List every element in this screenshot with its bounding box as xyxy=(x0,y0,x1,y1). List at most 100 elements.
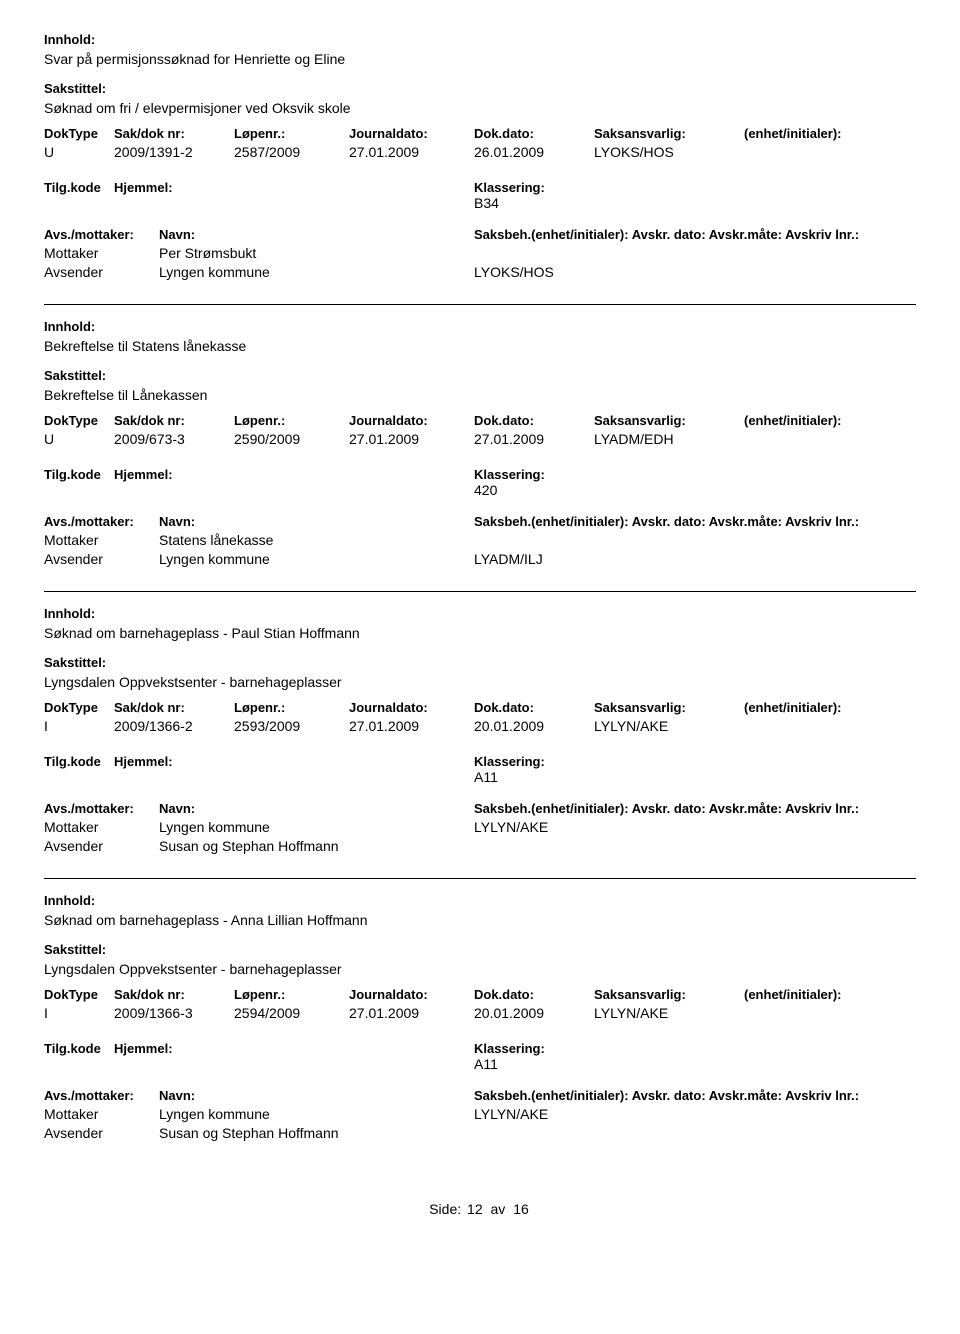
journal-entry: Innhold: Søknad om barnehageplass - Anna … xyxy=(44,893,916,1141)
party-role: Mottaker xyxy=(44,245,159,261)
party-row: AvsenderLyngen kommuneLYADM/ILJ xyxy=(44,551,916,567)
innhold-value: Svar på permisjonssøknad for Henriette o… xyxy=(44,51,916,67)
hjemmel-header: Hjemmel: xyxy=(114,180,474,195)
tilgkode-header: Tilg.kode xyxy=(44,1041,114,1056)
journal-entry: Innhold:Bekreftelse til Statens lånekass… xyxy=(44,319,916,567)
saksansvarlig-header: Saksansvarlig: xyxy=(594,700,744,715)
dokdato-header: Dok.dato: xyxy=(474,126,594,141)
tilg-header-row: Tilg.kodeHjemmel:Klassering: xyxy=(44,180,916,195)
sakstittel-value: Bekreftelse til Lånekassen xyxy=(44,387,916,403)
avsmottaker-header-row: Avs./mottaker:Navn:Saksbeh.(enhet/initia… xyxy=(44,227,916,242)
saksansvarlig-header: Saksansvarlig: xyxy=(594,413,744,428)
lopenr-header: Løpenr.: xyxy=(234,700,349,715)
party-name: Lyngen kommune xyxy=(159,819,474,835)
party-row: AvsenderSusan og Stephan Hoffmann xyxy=(44,1125,916,1141)
party-name: Per Strømsbukt xyxy=(159,245,474,261)
footer-side-label: Side: xyxy=(429,1201,461,1217)
footer-page: 12 xyxy=(467,1201,483,1217)
avsmottaker-header-row: Avs./mottaker:Navn:Saksbeh.(enhet/initia… xyxy=(44,801,916,816)
party-name: Susan og Stephan Hoffmann xyxy=(159,838,474,854)
sakdoknr-header: Sak/dok nr: xyxy=(114,987,234,1002)
klassering-header: Klassering: xyxy=(474,1041,916,1056)
entry-divider xyxy=(44,591,916,592)
party-role: Mottaker xyxy=(44,819,159,835)
doc-value-row: U2009/1391-22587/200927.01.200926.01.200… xyxy=(44,144,916,160)
jdato-value: 27.01.2009 xyxy=(349,431,474,447)
doktype-value: U xyxy=(44,144,114,160)
lopenr-value: 2594/2009 xyxy=(234,1005,349,1021)
jdato-value: 27.01.2009 xyxy=(349,718,474,734)
journaldato-header: Journaldato: xyxy=(349,413,474,428)
doc-value-row: I2009/1366-32594/200927.01.200920.01.200… xyxy=(44,1005,916,1021)
journal-entry: Innhold:Søknad om barnehageplass - Paul … xyxy=(44,606,916,854)
doc-value-row: I2009/1366-22593/200927.01.200920.01.200… xyxy=(44,718,916,734)
enhet-header: (enhet/initialer): xyxy=(744,700,916,715)
ddato-value: 20.01.2009 xyxy=(474,1005,594,1021)
hjemmel-header: Hjemmel: xyxy=(114,467,474,482)
saksansvarlig-header: Saksansvarlig: xyxy=(594,987,744,1002)
saksansvarlig-header: Saksansvarlig: xyxy=(594,126,744,141)
footer-av: av xyxy=(491,1201,506,1217)
doc-header-row: DokTypeSak/dok nr:Løpenr.:Journaldato:Do… xyxy=(44,700,916,715)
party-row: AvsenderLyngen kommuneLYOKS/HOS xyxy=(44,264,916,280)
innhold-value: Bekreftelse til Statens lånekasse xyxy=(44,338,916,354)
entry-divider xyxy=(44,304,916,305)
klassering-header: Klassering: xyxy=(474,467,916,482)
jdato-value: 27.01.2009 xyxy=(349,1005,474,1021)
dokdato-header: Dok.dato: xyxy=(474,987,594,1002)
party-name: Lyngen kommune xyxy=(159,1106,474,1122)
saksbeh-combined-header: Saksbeh.(enhet/initialer): Avskr. dato: … xyxy=(474,227,916,242)
doc-header-row: DokTypeSak/dok nr:Løpenr.:Journaldato:Do… xyxy=(44,126,916,141)
sakdok-value: 2009/1391-2 xyxy=(114,144,234,160)
sakdok-value: 2009/1366-3 xyxy=(114,1005,234,1021)
sakdoknr-header: Sak/dok nr: xyxy=(114,413,234,428)
doc-header-row: DokTypeSak/dok nr:Løpenr.:Journaldato:Do… xyxy=(44,413,916,428)
party-role: Avsender xyxy=(44,551,159,567)
party-role: Mottaker xyxy=(44,1106,159,1122)
ddato-value: 26.01.2009 xyxy=(474,144,594,160)
doktype-value: I xyxy=(44,718,114,734)
doktype-header: DokType xyxy=(44,413,114,428)
lopenr-header: Løpenr.: xyxy=(234,413,349,428)
tilg-header-row: Tilg.kodeHjemmel:Klassering: xyxy=(44,467,916,482)
lopenr-header: Løpenr.: xyxy=(234,987,349,1002)
doc-header-row: DokTypeSak/dok nr:Løpenr.:Journaldato:Do… xyxy=(44,987,916,1002)
sakdoknr-header: Sak/dok nr: xyxy=(114,126,234,141)
sakdok-value: 2009/673-3 xyxy=(114,431,234,447)
tilg-header-row: Tilg.kodeHjemmel:Klassering: xyxy=(44,1041,916,1056)
doktype-header: DokType xyxy=(44,700,114,715)
doktype-header: DokType xyxy=(44,126,114,141)
sakstittel-value: Søknad om fri / elevpermisjoner ved Oksv… xyxy=(44,100,916,116)
saksbeh-combined-header: Saksbeh.(enhet/initialer): Avskr. dato: … xyxy=(474,801,916,816)
saksbeh-combined-header: Saksbeh.(enhet/initialer): Avskr. dato: … xyxy=(474,1088,916,1103)
innhold-value: Søknad om barnehageplass - Paul Stian Ho… xyxy=(44,625,916,641)
dokdato-header: Dok.dato: xyxy=(474,700,594,715)
party-role: Avsender xyxy=(44,264,159,280)
saksbeh-combined-header: Saksbeh.(enhet/initialer): Avskr. dato: … xyxy=(474,514,916,529)
hjemmel-header: Hjemmel: xyxy=(114,754,474,769)
saksansvarlig-value: LYOKS/HOS xyxy=(594,144,744,160)
klassering-value: A11 xyxy=(44,1056,916,1072)
sakdoknr-header: Sak/dok nr: xyxy=(114,700,234,715)
tilgkode-header: Tilg.kode xyxy=(44,467,114,482)
doktype-value: U xyxy=(44,431,114,447)
party-row: MottakerStatens lånekasse xyxy=(44,532,916,548)
avsmottaker-header: Avs./mottaker: xyxy=(44,227,159,242)
sakstittel-value: Lyngsdalen Oppvekstsenter - barnehagepla… xyxy=(44,674,916,690)
innhold-label: Innhold: xyxy=(44,893,916,908)
doktype-value: I xyxy=(44,1005,114,1021)
party-row: MottakerPer Strømsbukt xyxy=(44,245,916,261)
doktype-header: DokType xyxy=(44,987,114,1002)
innhold-value: Søknad om barnehageplass - Anna Lillian … xyxy=(44,912,916,928)
ddato-value: 27.01.2009 xyxy=(474,431,594,447)
avsmottaker-header-row: Avs./mottaker:Navn:Saksbeh.(enhet/initia… xyxy=(44,514,916,529)
avsmottaker-header: Avs./mottaker: xyxy=(44,801,159,816)
party-row: MottakerLyngen kommuneLYLYN/AKE xyxy=(44,819,916,835)
klassering-header: Klassering: xyxy=(474,754,916,769)
klassering-value: 420 xyxy=(44,482,916,498)
party-saksbeh: LYLYN/AKE xyxy=(474,819,916,835)
party-saksbeh: LYOKS/HOS xyxy=(474,264,916,280)
klassering-header: Klassering: xyxy=(474,180,916,195)
doc-value-row: U2009/673-32590/200927.01.200927.01.2009… xyxy=(44,431,916,447)
journaldato-header: Journaldato: xyxy=(349,700,474,715)
